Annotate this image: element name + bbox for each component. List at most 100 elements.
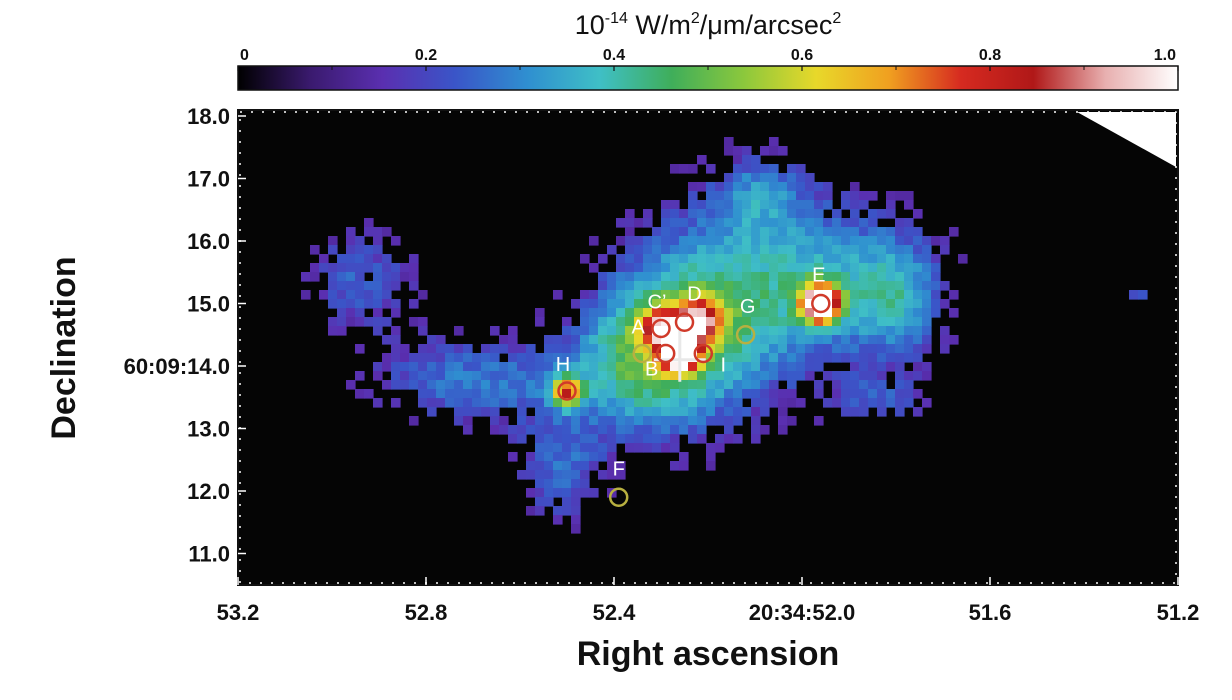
heatmap-cell (814, 335, 824, 345)
heatmap-cell (796, 182, 806, 192)
heatmap-cell (409, 263, 419, 273)
heatmap-cell (580, 488, 590, 498)
heatmap-cell (571, 479, 581, 489)
heatmap-cell (706, 236, 716, 246)
heatmap-cell (823, 200, 833, 210)
heatmap-cell (760, 200, 770, 210)
heatmap-cell (544, 434, 554, 444)
heatmap-cell (877, 290, 887, 300)
heatmap-cell (832, 218, 842, 228)
heatmap-cell (769, 227, 779, 237)
heatmap-cell (823, 317, 833, 327)
heatmap-cell (733, 407, 743, 417)
heatmap-cell (742, 245, 752, 255)
heatmap-cell (463, 344, 473, 354)
heatmap-cell (355, 236, 365, 246)
heatmap-cell (760, 362, 770, 372)
heatmap-cell (418, 290, 428, 300)
heatmap-cell (796, 254, 806, 264)
heatmap-cell (949, 290, 959, 300)
heatmap-cell (886, 236, 896, 246)
heatmap-cell (562, 326, 572, 336)
heatmap-cell (805, 299, 815, 309)
heatmap-cell (679, 416, 689, 426)
heatmap-cell (391, 263, 401, 273)
heatmap-cell (418, 371, 428, 381)
heatmap-cell (922, 236, 932, 246)
heatmap-cell (463, 380, 473, 390)
heatmap-cell (769, 281, 779, 291)
heatmap-cell (499, 416, 509, 426)
heatmap-cell (400, 272, 410, 282)
heatmap-cell (724, 326, 734, 336)
heatmap-cell (679, 218, 689, 228)
heatmap-cell (733, 272, 743, 282)
heatmap-cell (652, 380, 662, 390)
heatmap-cell (814, 416, 824, 426)
heatmap-cell (751, 326, 761, 336)
heatmap-cell (886, 299, 896, 309)
source-core-E (815, 298, 826, 309)
heatmap-cell (670, 371, 680, 381)
heatmap-cell (841, 407, 851, 417)
heatmap-cell (688, 227, 698, 237)
heatmap-cell (427, 371, 437, 381)
heatmap-cell (679, 452, 689, 462)
heatmap-cell (382, 335, 392, 345)
heatmap-cell (346, 281, 356, 291)
heatmap-cell (616, 290, 626, 300)
heatmap-cell (724, 290, 734, 300)
heatmap-cell (733, 317, 743, 327)
heatmap-cell (904, 281, 914, 291)
heatmap-cell (769, 299, 779, 309)
heatmap-cell (724, 380, 734, 390)
heatmap-cell (787, 263, 797, 273)
heatmap-cell (859, 236, 869, 246)
heatmap-cell (562, 461, 572, 471)
heatmap-cell (769, 308, 779, 318)
heatmap-cell (850, 371, 860, 381)
heatmap-cell (688, 308, 698, 318)
heatmap-cell (850, 317, 860, 327)
heatmap-cell (724, 254, 734, 264)
heatmap-cell (805, 263, 815, 273)
heatmap-cell (670, 254, 680, 264)
heatmap-cell (904, 290, 914, 300)
heatmap-cell (580, 416, 590, 426)
heatmap-cell (769, 146, 779, 156)
heatmap-cell (841, 317, 851, 327)
heatmap-cell (409, 272, 419, 282)
heatmap-cell (751, 362, 761, 372)
heatmap-cell (571, 416, 581, 426)
heatmap-cell (787, 227, 797, 237)
heatmap-cell (400, 380, 410, 390)
heatmap-cell (688, 389, 698, 399)
heatmap-cell (634, 326, 644, 336)
heatmap-cell (859, 254, 869, 264)
heatmap-cell (841, 326, 851, 336)
heatmap-cell (913, 209, 923, 219)
heatmap-cell (553, 506, 563, 516)
heatmap-cell (616, 425, 626, 435)
heatmap-cell (598, 281, 608, 291)
heatmap-cell (562, 389, 572, 399)
heatmap-cell (625, 290, 635, 300)
heatmap-cell (832, 398, 842, 408)
heatmap-cell (652, 398, 662, 408)
heatmap-cell (598, 452, 608, 462)
heatmap-cell (643, 236, 653, 246)
heatmap-cell (364, 227, 374, 237)
heatmap-cell (850, 326, 860, 336)
heatmap-cell (688, 191, 698, 201)
heatmap-cell (490, 353, 500, 363)
heatmap-cell (607, 452, 617, 462)
heatmap-cell (841, 191, 851, 201)
heatmap-cell (724, 362, 734, 372)
heatmap-cell (868, 380, 878, 390)
heatmap-cell (679, 254, 689, 264)
heatmap-cell (634, 371, 644, 381)
heatmap-cell (679, 299, 689, 309)
heatmap-cell (643, 362, 653, 372)
heatmap-cell (823, 281, 833, 291)
heatmap-cell (418, 380, 428, 390)
